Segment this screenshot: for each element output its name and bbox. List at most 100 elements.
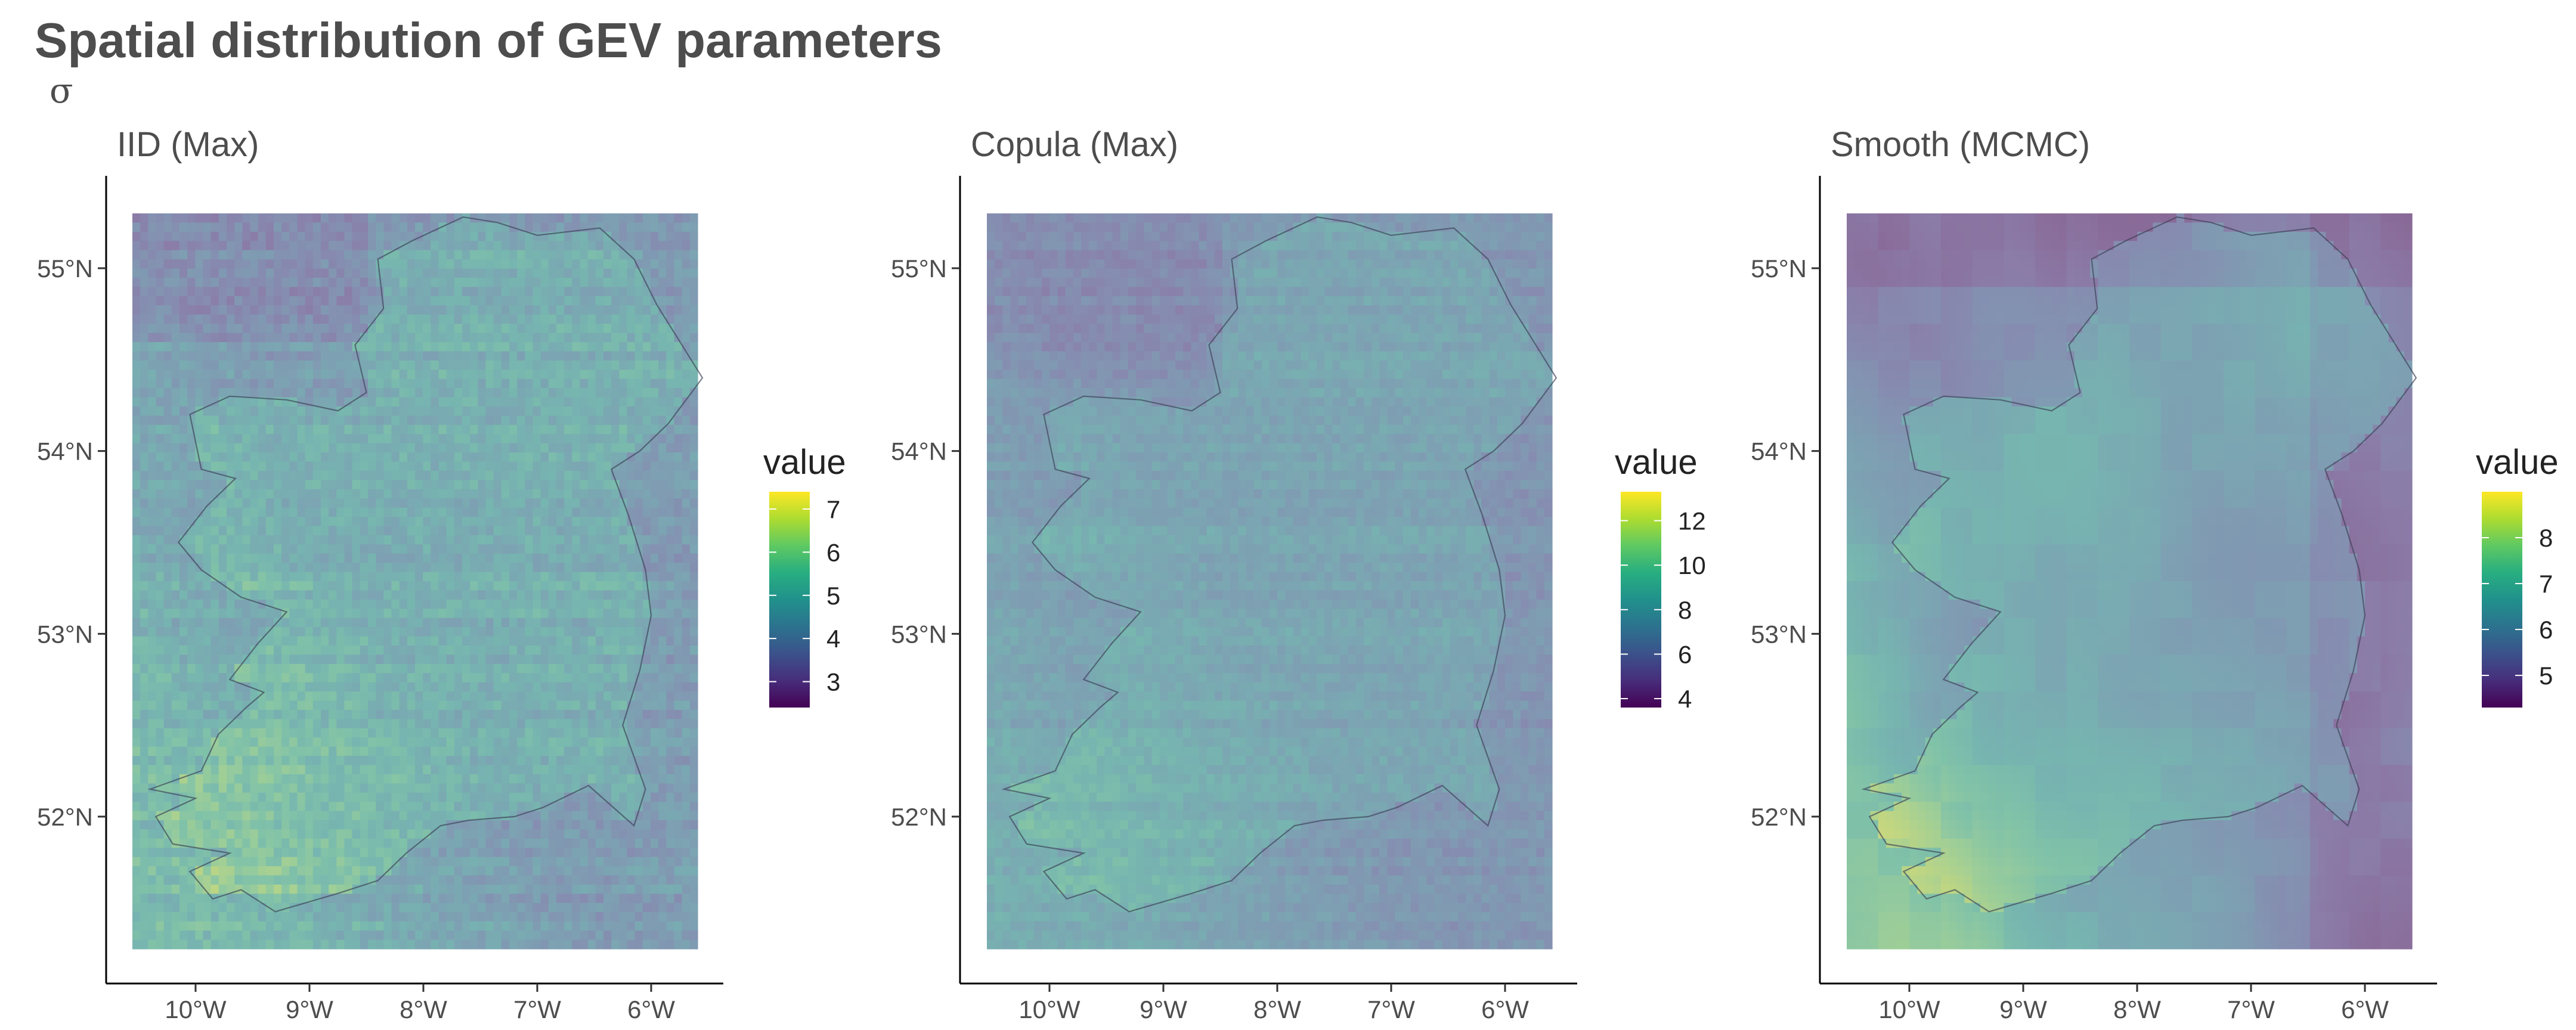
heatmap-cell — [376, 324, 384, 334]
heatmap-cell — [234, 682, 243, 692]
heatmap-cell — [415, 268, 423, 278]
heatmap-cell — [352, 406, 361, 416]
heatmap-cell — [195, 783, 204, 793]
heatmap-cell — [651, 507, 659, 517]
heatmap-cell — [485, 756, 494, 766]
heatmap-cell — [179, 829, 188, 839]
heatmap-cell — [423, 756, 431, 766]
heatmap-cell — [321, 231, 329, 241]
heatmap-cell — [391, 397, 400, 407]
heatmap-cell — [383, 360, 392, 370]
heatmap-cell — [595, 259, 604, 269]
heatmap-cell — [399, 250, 408, 260]
heatmap-cell — [250, 609, 259, 619]
heatmap-cell — [407, 268, 416, 278]
heatmap-cell — [132, 296, 141, 306]
heatmap-cell — [242, 268, 251, 278]
heatmap-cell — [556, 627, 565, 637]
heatmap-cell — [423, 434, 431, 444]
heatmap-cell — [438, 305, 447, 315]
heatmap-cell — [658, 480, 667, 490]
heatmap-cell — [312, 277, 321, 288]
heatmap-cell — [227, 424, 235, 435]
heatmap-cell — [431, 563, 439, 573]
heatmap-cell — [329, 663, 337, 674]
heatmap-cell — [148, 599, 157, 609]
heatmap-cell — [580, 756, 589, 766]
heatmap-cell — [682, 627, 691, 637]
heatmap-cell — [132, 590, 141, 600]
heatmap-cell — [509, 581, 518, 591]
heatmap-cell — [587, 700, 596, 711]
heatmap-cell — [336, 333, 345, 343]
heatmap-cell — [485, 673, 494, 683]
heatmap-cell — [423, 581, 431, 591]
heatmap-cell — [187, 700, 196, 711]
heatmap-cell — [258, 627, 267, 637]
heatmap-cell — [493, 746, 502, 756]
heatmap-cell — [242, 434, 251, 444]
heatmap-cell — [179, 231, 188, 241]
heatmap-cell — [321, 774, 329, 784]
heatmap-cell — [525, 719, 534, 729]
heatmap-cell — [548, 296, 557, 306]
heatmap-cell — [399, 507, 408, 517]
heatmap-cell — [210, 609, 219, 619]
heatmap-cell — [281, 305, 290, 315]
heatmap-cell — [368, 351, 376, 361]
heatmap-cell — [218, 802, 227, 812]
heatmap-cell — [336, 535, 345, 545]
heatmap-cell — [171, 424, 180, 435]
heatmap-cell — [321, 268, 329, 278]
heatmap-cell — [431, 461, 439, 471]
heatmap-cell — [470, 636, 478, 646]
heatmap-cell — [509, 820, 518, 830]
heatmap-cell — [368, 811, 376, 821]
heatmap-cell — [321, 599, 329, 609]
heatmap-cell — [352, 268, 361, 278]
heatmap-cell — [163, 581, 172, 591]
heatmap-cell — [509, 673, 518, 683]
heatmap-cell — [415, 682, 423, 692]
heatmap-cell — [305, 370, 314, 380]
heatmap-cell — [250, 663, 259, 674]
heatmap-cell — [603, 470, 612, 480]
heatmap-cell — [454, 397, 463, 407]
heatmap-cell — [666, 305, 675, 315]
heatmap-cell — [501, 406, 510, 416]
heatmap-cell — [383, 268, 392, 278]
heatmap-cell — [321, 719, 329, 729]
heatmap-cell — [258, 489, 267, 499]
heatmap-cell — [227, 213, 235, 224]
heatmap-cell — [689, 774, 698, 784]
heatmap-cell — [564, 259, 572, 269]
heatmap-cell — [352, 774, 361, 784]
heatmap-cell — [658, 783, 667, 793]
heatmap-cell — [321, 783, 329, 793]
heatmap-cell — [329, 333, 337, 343]
heatmap-cell — [454, 645, 463, 655]
heatmap-cell — [446, 250, 455, 260]
heatmap-cell — [564, 802, 572, 812]
heatmap-cell — [642, 535, 651, 545]
heatmap-cell — [525, 774, 534, 784]
heatmap-cell — [423, 838, 431, 848]
heatmap-cell — [415, 535, 423, 545]
heatmap-cell — [627, 424, 636, 435]
heatmap-cell — [289, 848, 298, 858]
heatmap-cell — [258, 682, 267, 692]
heatmap-cell — [651, 838, 659, 848]
heatmap-cell — [258, 314, 267, 324]
heatmap-cell — [658, 700, 667, 711]
heatmap-cell — [140, 709, 148, 719]
heatmap-cell — [376, 370, 384, 380]
heatmap-cell — [274, 792, 282, 802]
heatmap-cell — [376, 397, 384, 407]
heatmap-cell — [156, 397, 165, 407]
heatmap-cell — [132, 691, 141, 702]
heatmap-cell — [682, 709, 691, 719]
heatmap-cell — [651, 581, 659, 591]
heatmap-cell — [376, 829, 384, 839]
heatmap-cell — [281, 829, 290, 839]
heatmap-cell — [462, 719, 470, 729]
